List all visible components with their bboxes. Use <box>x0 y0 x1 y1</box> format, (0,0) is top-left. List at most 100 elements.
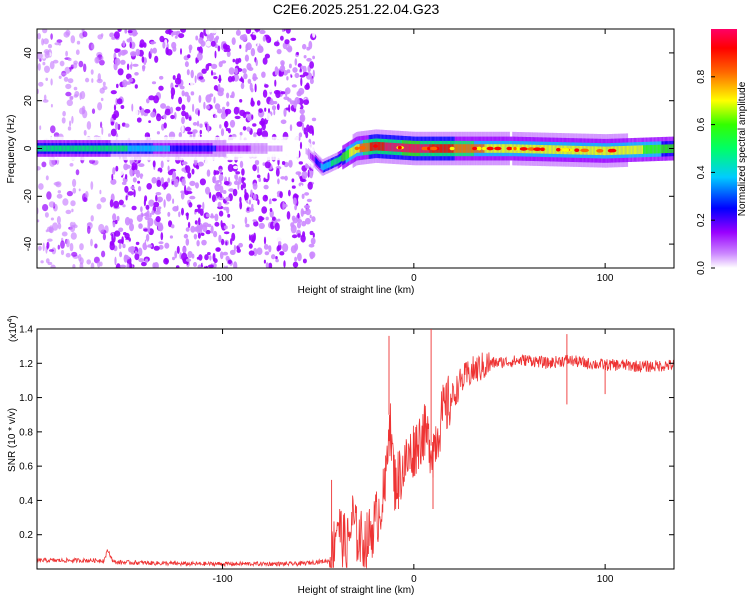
spectrogram-signal-mark <box>225 145 227 152</box>
spectrogram-noise-mark <box>130 51 137 57</box>
spectrogram-peak-mark <box>358 146 366 150</box>
spectrogram-noise-mark <box>267 172 270 181</box>
spectrogram-noise-mark <box>279 65 286 72</box>
spectrogram-signal-mark <box>275 145 277 152</box>
spectrogram-signal-mark <box>235 145 237 152</box>
spectrogram-peak-mark <box>513 146 517 151</box>
spectrogram-signal-mark <box>413 144 415 153</box>
spectrogram-signal-mark <box>455 144 458 153</box>
spectrogram-noise-mark <box>189 180 196 186</box>
spectrogram-signal-mark <box>201 145 203 152</box>
spectrogram-noise-mark <box>279 251 285 256</box>
spectrogram-noise-mark <box>176 205 179 211</box>
spectrogram-signal-mark <box>469 144 471 153</box>
spectrogram-noise-mark <box>283 204 288 208</box>
spectrogram-noise-mark <box>186 95 191 103</box>
spectrogram-signal-mark <box>108 145 110 152</box>
spectrogram-noise-mark <box>235 58 240 65</box>
spectrogram-noise-mark <box>142 175 147 181</box>
spectrogram-signal-mark <box>164 145 166 152</box>
spectrogram-noise-mark <box>214 103 221 110</box>
spectrogram-noise-mark <box>271 198 277 202</box>
spectrogram-noise-mark <box>147 228 151 233</box>
spectrogram-noise-mark <box>117 123 121 131</box>
spectrogram-signal-mark <box>546 145 548 154</box>
spectrogram-noise-mark <box>252 164 257 172</box>
spectrogram-noise-mark <box>274 66 279 75</box>
spectrogram-signal-mark <box>132 145 134 152</box>
spectrogram-noise-mark <box>218 196 225 201</box>
spectrogram-noise-mark <box>281 227 287 236</box>
spectrogram-noise-mark <box>112 167 116 175</box>
spectrogram-signal-mark <box>282 145 284 152</box>
spectrogram-noise-mark <box>289 124 293 132</box>
spectrogram-noise-mark <box>310 237 316 245</box>
spectrogram-signal-mark <box>139 145 141 152</box>
spectrogram-y-tick-label: 20 <box>23 95 34 107</box>
spectrogram-noise-mark <box>233 106 240 115</box>
spectrogram-noise-mark <box>308 125 314 134</box>
spectrogram-noise-mark <box>217 78 222 82</box>
spectrogram-noise-mark <box>135 241 140 246</box>
spectrogram-noise-mark <box>270 165 273 170</box>
spectrogram-noise-mark <box>126 63 130 71</box>
spectrogram-signal-mark <box>365 143 367 152</box>
spectrogram-noise-mark <box>290 37 297 42</box>
spectrogram-noise-mark <box>208 32 214 42</box>
spectrogram-noise-mark <box>156 113 162 122</box>
spectrogram-noise-mark <box>135 48 141 57</box>
spectrogram-signal-mark <box>349 148 351 158</box>
spectrogram-noise-mark <box>236 248 241 253</box>
spectrogram-noise-mark <box>279 191 283 199</box>
spectrogram-signal-mark <box>547 145 549 154</box>
spectrogram-signal-mark <box>552 145 554 154</box>
spectrogram-noise-mark <box>130 186 135 190</box>
spectrogram-noise-mark <box>102 81 106 87</box>
spectrogram-signal-mark <box>76 145 78 152</box>
spectrogram-signal-mark <box>404 143 406 153</box>
spectrogram-noise-mark <box>245 43 249 52</box>
spectrogram-noise-mark <box>218 210 224 217</box>
spectrogram-noise-mark <box>217 108 223 114</box>
spectrogram-noise-mark <box>155 194 158 202</box>
spectrogram-noise-mark <box>45 175 49 181</box>
spectrogram-signal-mark <box>202 145 204 152</box>
spectrogram-noise-mark <box>302 231 306 238</box>
spectrogram-signal-mark <box>551 145 553 154</box>
spectrogram-noise-mark <box>263 184 269 190</box>
spectrogram-signal-mark <box>371 142 373 151</box>
spectrogram-noise-mark <box>174 35 178 39</box>
spectrogram-noise-mark <box>268 245 272 253</box>
spectrogram-noise-mark <box>207 123 210 133</box>
spectrogram-signal-mark <box>289 145 291 152</box>
spectrogram-signal-mark <box>395 143 397 152</box>
spectrogram-signal-mark <box>271 145 273 152</box>
spectrogram-signal-mark <box>193 145 195 152</box>
spectrogram-noise-mark <box>65 50 68 57</box>
spectrogram-noise-mark <box>242 68 247 74</box>
spectrogram-noise-mark <box>90 215 94 222</box>
spectrogram-noise-mark <box>180 190 185 194</box>
spectrogram-signal-mark <box>175 145 178 152</box>
spectrogram-noise-mark <box>170 224 175 229</box>
spectrogram-signal-mark <box>343 152 345 161</box>
spectrogram-signal-mark <box>286 145 288 152</box>
spectrogram-noise-mark <box>136 214 143 222</box>
spectrogram-signal-mark <box>165 145 167 152</box>
spectrogram-noise-mark <box>123 102 126 106</box>
spectrogram-noise-mark <box>109 199 114 208</box>
spectrogram-noise-mark <box>273 109 276 116</box>
spectrogram-signal-mark <box>229 145 232 152</box>
spectrogram-noise-mark <box>69 225 76 233</box>
spectrogram-noise-mark <box>185 212 189 217</box>
spectrogram-signal-mark <box>115 145 117 152</box>
spectrogram-signal-mark <box>447 144 450 153</box>
spectrogram-noise-mark <box>187 131 193 135</box>
spectrogram-signal-mark <box>653 144 655 154</box>
spectrogram-noise-mark <box>86 259 91 265</box>
spectrogram-noise-mark <box>140 206 143 213</box>
spectrogram-noise-mark <box>174 84 179 88</box>
spectrogram-signal-mark <box>124 145 126 152</box>
spectrogram-signal-mark <box>381 142 383 151</box>
spectrogram-noise-mark <box>257 45 264 53</box>
